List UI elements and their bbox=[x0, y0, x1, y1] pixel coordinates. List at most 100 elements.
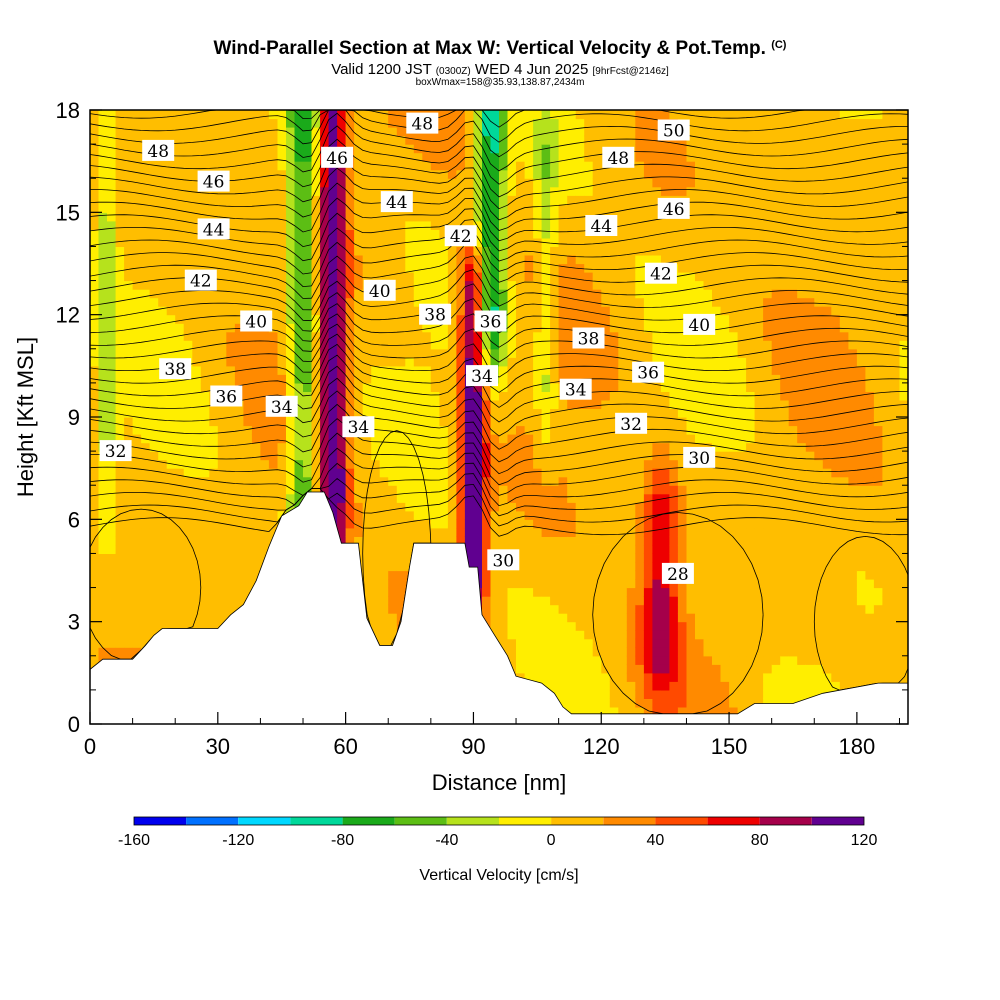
velocity-cell bbox=[149, 570, 159, 580]
velocity-cell bbox=[303, 348, 313, 358]
velocity-cell bbox=[141, 604, 151, 614]
velocity-cell bbox=[388, 348, 398, 358]
velocity-cell bbox=[226, 519, 236, 529]
velocity-cell bbox=[396, 357, 406, 367]
velocity-cell bbox=[328, 485, 338, 495]
velocity-cell bbox=[337, 417, 347, 427]
velocity-cell bbox=[268, 519, 278, 529]
velocity-cell bbox=[260, 110, 270, 120]
velocity-cell bbox=[626, 212, 636, 222]
velocity-cell bbox=[354, 118, 364, 128]
velocity-cell bbox=[158, 613, 168, 623]
velocity-cell bbox=[592, 203, 602, 213]
velocity-cell bbox=[482, 152, 492, 162]
velocity-cell bbox=[192, 536, 202, 546]
velocity-cell bbox=[499, 212, 509, 222]
velocity-cell bbox=[524, 672, 534, 682]
velocity-cell bbox=[575, 706, 585, 716]
velocity-cell bbox=[277, 144, 287, 154]
velocity-cell bbox=[524, 587, 534, 597]
velocity-cell bbox=[362, 536, 372, 546]
velocity-cell bbox=[243, 544, 253, 554]
velocity-cell bbox=[200, 553, 210, 563]
velocity-cell bbox=[107, 263, 117, 273]
velocity-cell bbox=[124, 596, 134, 606]
velocity-cell bbox=[669, 399, 679, 409]
velocity-cell bbox=[294, 169, 304, 179]
velocity-cell bbox=[635, 681, 645, 691]
velocity-cell bbox=[124, 229, 134, 239]
velocity-cell bbox=[643, 144, 653, 154]
velocity-cell bbox=[90, 613, 100, 623]
velocity-cell bbox=[132, 417, 142, 427]
velocity-cell bbox=[643, 638, 653, 648]
velocity-cell bbox=[149, 246, 159, 256]
velocity-cell bbox=[141, 331, 151, 341]
velocity-cell bbox=[609, 280, 619, 290]
velocity-cell bbox=[592, 391, 602, 401]
velocity-cell bbox=[524, 169, 534, 179]
velocity-cell bbox=[413, 493, 423, 503]
velocity-cell bbox=[371, 357, 381, 367]
velocity-cell bbox=[541, 681, 551, 691]
velocity-cell bbox=[345, 502, 355, 512]
velocity-cell bbox=[98, 135, 108, 145]
velocity-cell bbox=[507, 169, 517, 179]
velocity-cell bbox=[345, 442, 355, 452]
velocity-cell bbox=[209, 314, 219, 324]
velocity-cell bbox=[166, 178, 176, 188]
velocity-cell bbox=[226, 255, 236, 265]
velocity-cell bbox=[558, 434, 568, 444]
velocity-cell bbox=[234, 544, 244, 554]
velocity-cell bbox=[550, 297, 560, 307]
velocity-cell bbox=[132, 570, 142, 580]
velocity-cell bbox=[98, 570, 108, 580]
velocity-cell bbox=[149, 544, 159, 554]
velocity-cell bbox=[635, 689, 645, 699]
velocity-cell bbox=[260, 382, 270, 392]
velocity-cell bbox=[601, 681, 611, 691]
velocity-cell bbox=[499, 263, 509, 273]
velocity-cell bbox=[550, 519, 560, 529]
velocity-cell bbox=[320, 425, 330, 435]
velocity-cell bbox=[464, 425, 474, 435]
velocity-cell bbox=[507, 246, 517, 256]
velocity-cell bbox=[464, 442, 474, 452]
velocity-cell bbox=[464, 408, 474, 418]
velocity-cell bbox=[260, 468, 270, 478]
velocity-cell bbox=[601, 672, 611, 682]
velocity-cell bbox=[183, 485, 193, 495]
velocity-cell bbox=[311, 314, 321, 324]
velocity-cell bbox=[98, 544, 108, 554]
velocity-cell bbox=[405, 485, 415, 495]
velocity-cell bbox=[303, 186, 313, 196]
velocity-cell bbox=[669, 638, 679, 648]
velocity-cell bbox=[575, 536, 585, 546]
velocity-cell bbox=[158, 621, 168, 631]
velocity-cell bbox=[243, 519, 253, 529]
velocity-cell bbox=[541, 544, 551, 554]
velocity-cell bbox=[507, 212, 517, 222]
velocity-cell bbox=[141, 297, 151, 307]
velocity-cell bbox=[456, 331, 466, 341]
velocity-cell bbox=[482, 587, 492, 597]
velocity-cell bbox=[499, 630, 509, 640]
velocity-cell bbox=[567, 127, 577, 137]
velocity-cell bbox=[405, 382, 415, 392]
velocity-cell bbox=[575, 203, 585, 213]
velocity-cell bbox=[175, 323, 185, 333]
velocity-cell bbox=[243, 434, 253, 444]
velocity-cell bbox=[388, 468, 398, 478]
velocity-cell bbox=[499, 152, 509, 162]
velocity-cell bbox=[609, 459, 619, 469]
velocity-cell bbox=[643, 647, 653, 657]
velocity-cell bbox=[175, 544, 185, 554]
velocity-cell bbox=[652, 638, 662, 648]
velocity-cell bbox=[652, 203, 662, 213]
velocity-cell bbox=[643, 255, 653, 265]
velocity-cell bbox=[413, 169, 423, 179]
velocity-cell bbox=[609, 118, 619, 128]
velocity-cell bbox=[132, 306, 142, 316]
velocity-cell bbox=[584, 357, 594, 367]
velocity-cell bbox=[303, 451, 313, 461]
